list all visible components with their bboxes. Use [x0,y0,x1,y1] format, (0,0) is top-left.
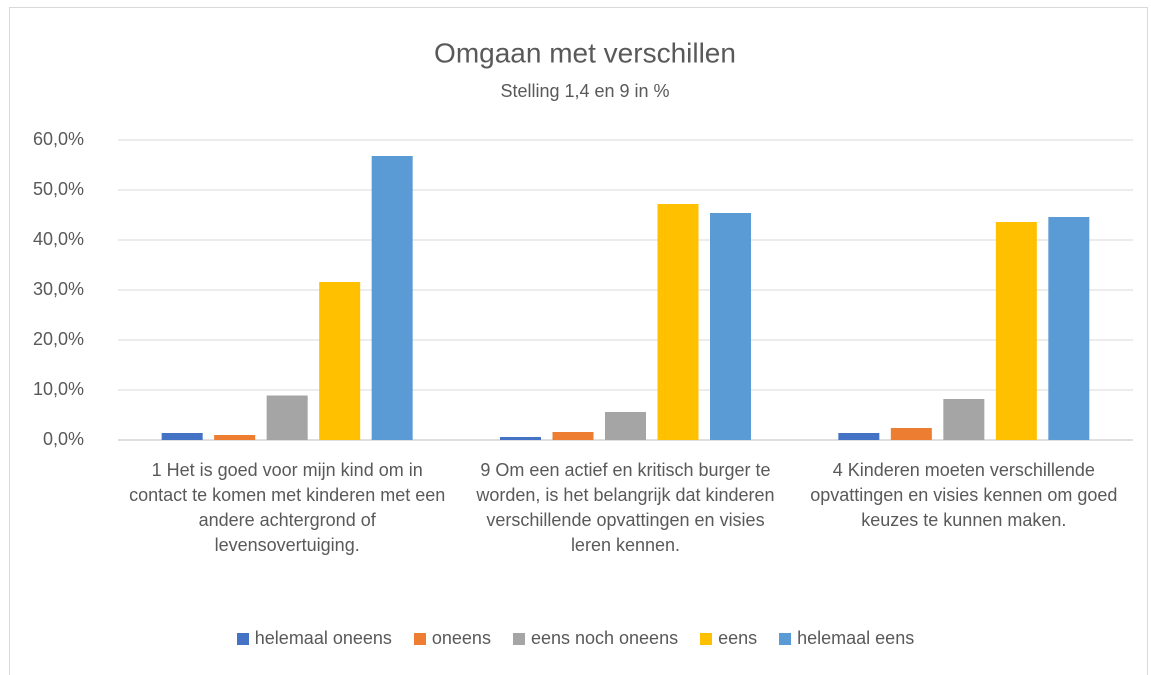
bar [214,435,256,440]
bar [552,432,594,440]
legend-label: eens noch oneens [530,628,679,648]
y-tick-label: 40,0% [33,229,84,249]
bar [161,433,203,440]
chart-subtitle: Stelling 1,4 en 9 in % [500,81,669,101]
y-tick-label: 0,0% [43,429,84,449]
bar [890,428,932,440]
y-tick-label: 60,0% [33,129,84,149]
bar [838,433,880,440]
chart-title: Omgaan met verschillen [434,37,736,68]
legend-label: oneens [431,628,491,648]
y-tick-label: 20,0% [33,329,84,349]
legend-item: eens noch oneens [512,628,679,649]
bar [657,204,699,440]
x-tick-label: 4 Kinderen moeten verschillende opvattin… [810,460,1118,530]
legend-swatch [512,632,525,645]
legend-item: helemaal oneens [236,628,392,649]
legend-label: helemaal oneens [254,628,392,648]
bar [943,399,985,440]
y-tick-label: 50,0% [33,179,84,199]
x-tick-label: 9 Om een actief en kritisch burger te wo… [476,460,775,555]
bar [319,282,361,440]
legend-label: helemaal eens [797,628,915,648]
legend-swatch [779,632,792,645]
y-tick-label: 30,0% [33,279,84,299]
legend-swatch [413,632,426,645]
bar [1048,217,1090,440]
legend-swatch [700,632,713,645]
legend-item: oneens [413,628,491,649]
bar [266,395,308,440]
chart-border [9,7,1148,675]
x-tick-label: 1 Het is goed voor mijn kind om in conta… [129,460,446,555]
legend-swatch [236,632,249,645]
bar [605,412,646,440]
y-tick-label: 10,0% [33,379,84,399]
bar [995,222,1037,440]
bar [371,156,413,440]
legend-item: helemaal eens [779,628,914,649]
legend-label: eens [718,628,758,648]
legend-item: eens [700,628,757,649]
legend: helemaal oneens oneens eens noch oneens een… [0,628,1151,649]
bar [710,213,751,440]
bar [500,437,541,440]
